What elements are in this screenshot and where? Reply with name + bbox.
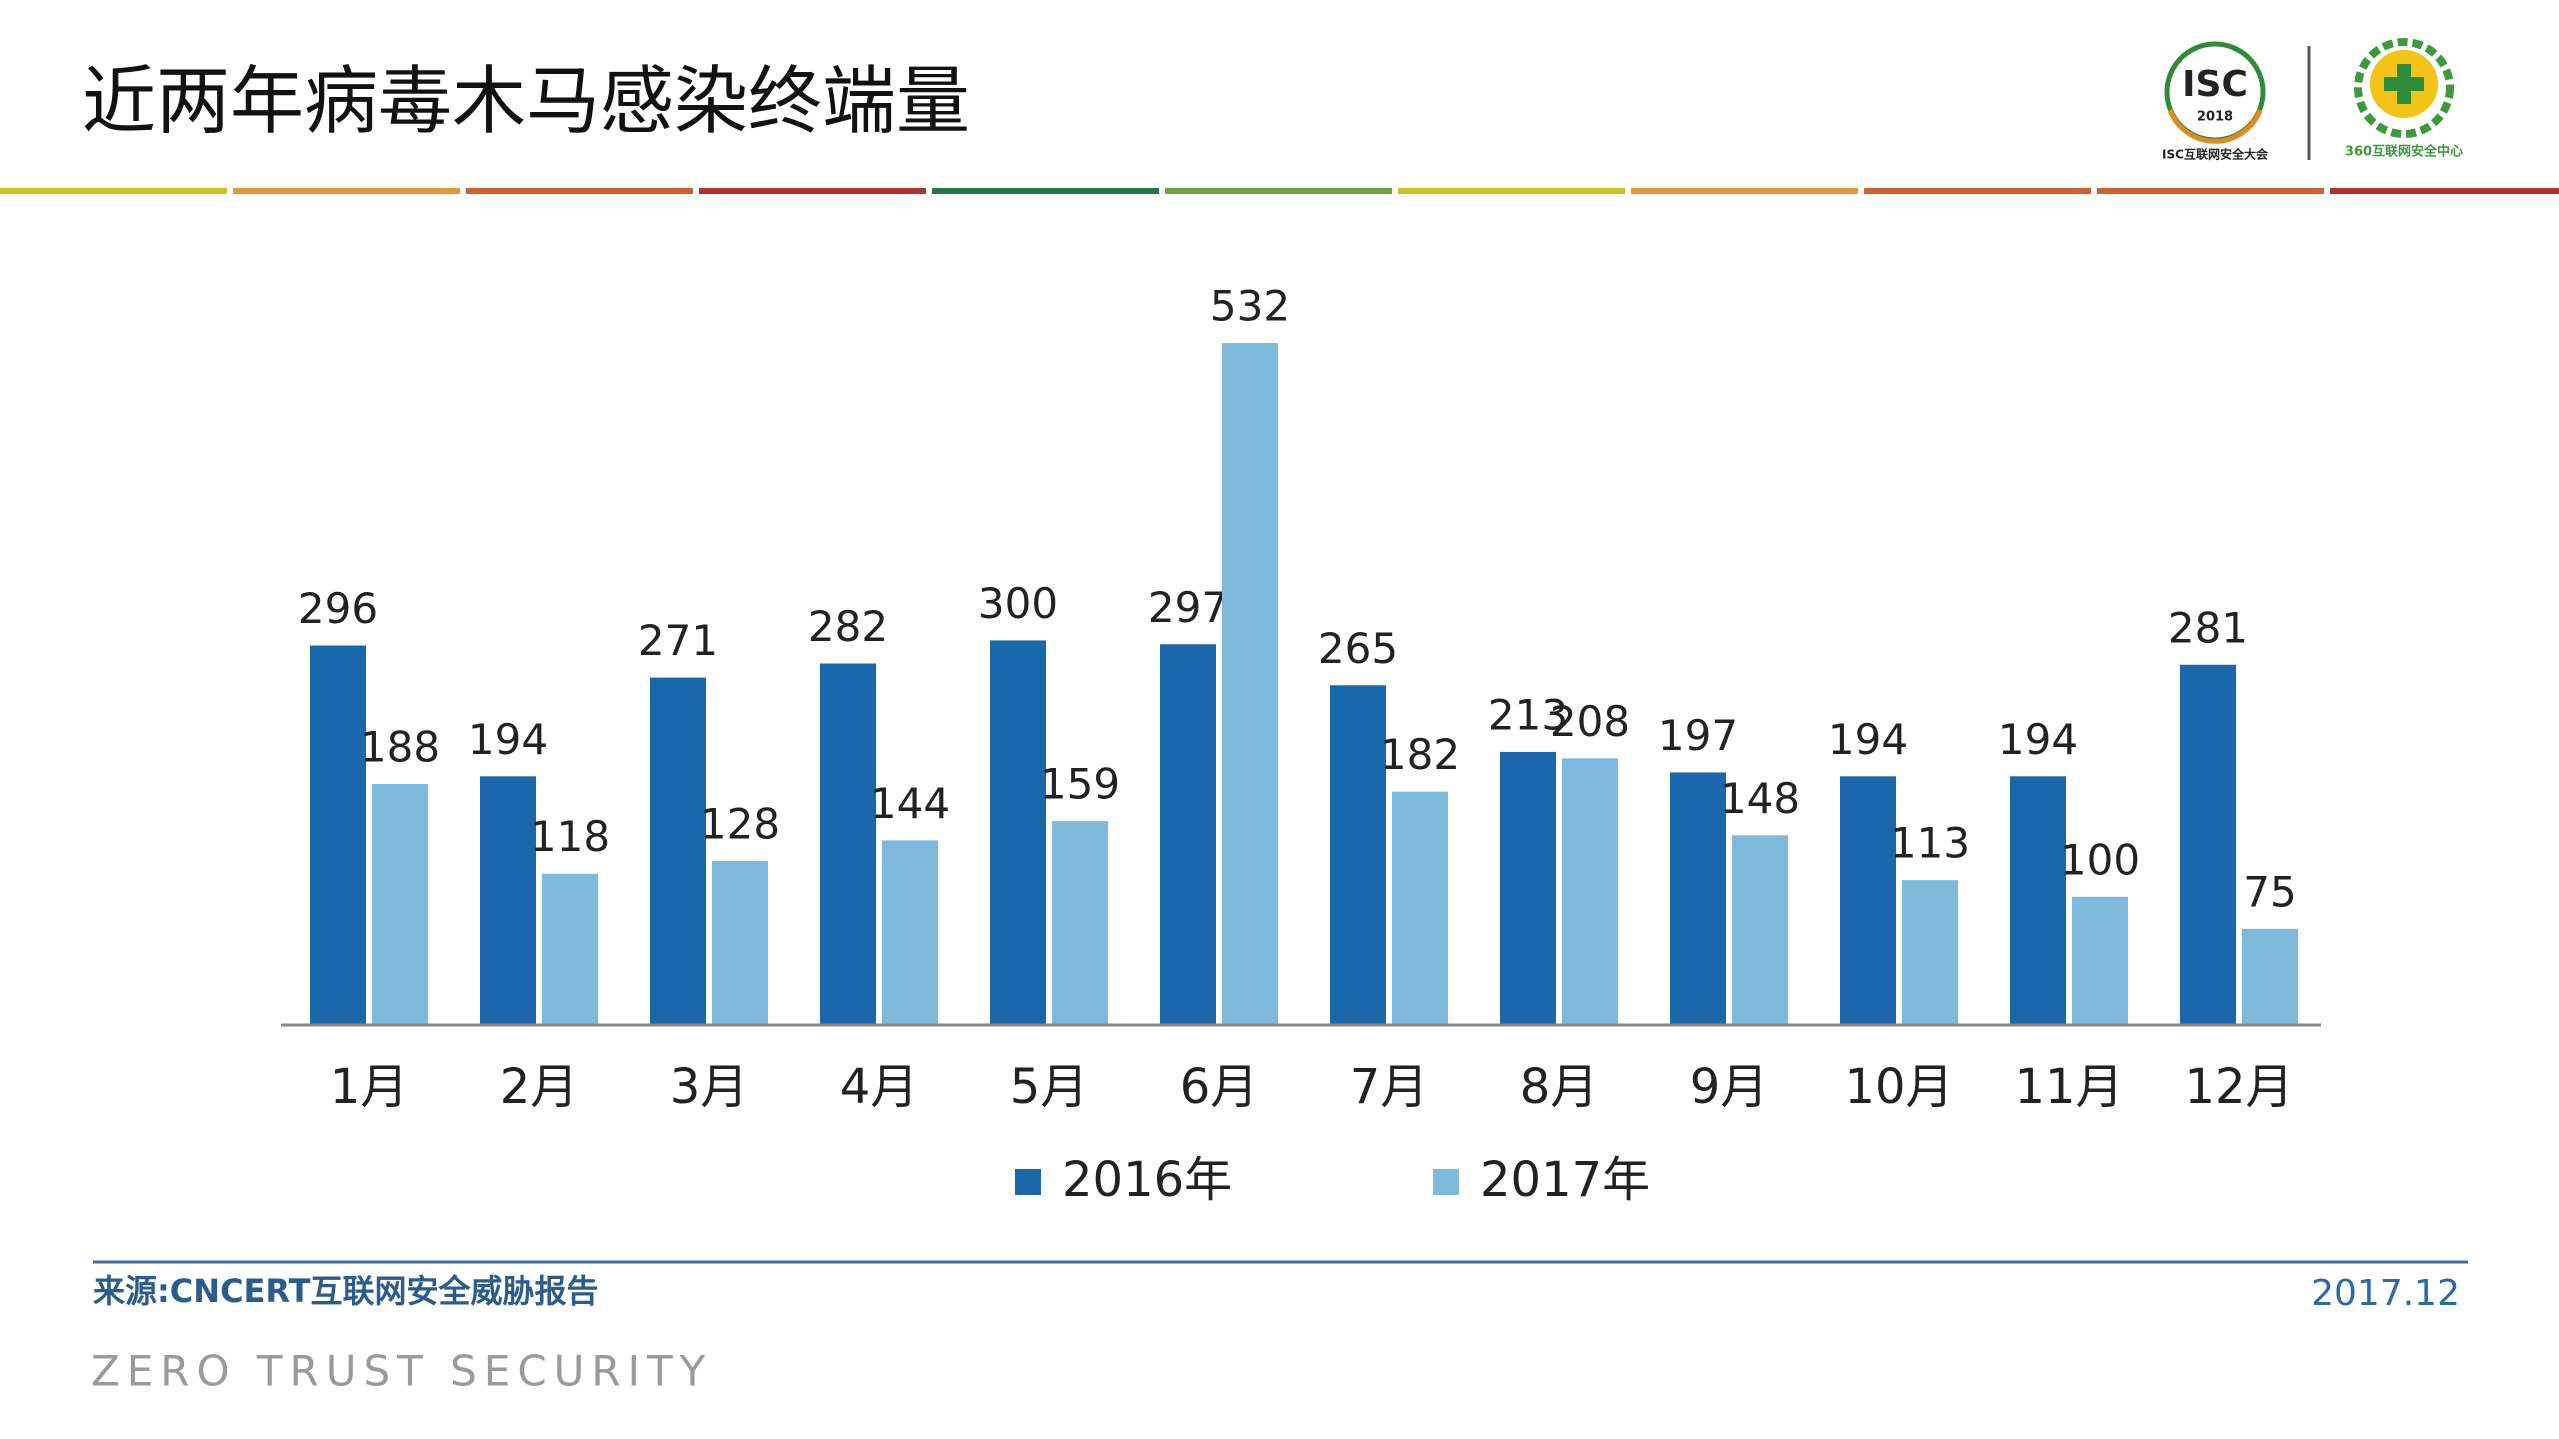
logo-arc <box>2167 109 2263 144</box>
bar <box>372 783 428 1025</box>
bar <box>1670 772 1726 1025</box>
value-label: 296 <box>298 584 378 633</box>
isc-logo: ISC 2018 ISC互联网安全大会 <box>2162 41 2269 162</box>
value-label: 271 <box>638 616 718 665</box>
x-tick-label: 4月 <box>840 1059 919 1115</box>
logo-caption: 360互联网安全中心 <box>2345 144 2463 160</box>
x-tick-label: 10月 <box>1844 1059 1953 1115</box>
logo-year: 2018 <box>2197 110 2233 125</box>
x-tick-label: 12月 <box>2184 1059 2293 1115</box>
bar <box>712 860 768 1025</box>
bar <box>1840 776 1896 1025</box>
bar <box>1392 791 1448 1025</box>
logo-plus <box>2384 77 2424 91</box>
bar <box>1160 644 1216 1025</box>
value-label: 532 <box>1210 282 1290 331</box>
slide-title: 近两年病毒木马感染终端量 <box>82 59 970 145</box>
bar <box>2072 896 2128 1025</box>
legend-label: 2016年 <box>1062 1152 1232 1208</box>
bar <box>1052 821 1108 1025</box>
value-label: 188 <box>360 722 440 771</box>
value-label: 100 <box>2060 835 2140 884</box>
x-tick-label: 1月 <box>330 1059 409 1115</box>
bar <box>2242 928 2298 1025</box>
bar <box>2010 776 2066 1025</box>
legend-swatch <box>1015 1169 1041 1195</box>
bar <box>1500 751 1556 1025</box>
x-tick-label: 11月 <box>2014 1059 2123 1115</box>
value-label: 148 <box>1720 774 1800 823</box>
bar <box>1330 685 1386 1025</box>
value-label: 297 <box>1148 583 1228 632</box>
bar <box>2180 664 2236 1025</box>
value-label: 281 <box>2168 603 2248 652</box>
x-tick-label: 9月 <box>1690 1059 1769 1115</box>
logo-caption: ISC互联网安全大会 <box>2162 147 2269 162</box>
logo-text: ISC <box>2182 64 2248 105</box>
value-label: 113 <box>1890 819 1970 868</box>
bar <box>1902 880 1958 1025</box>
legend-label: 2017年 <box>1480 1152 1650 1208</box>
value-label: 194 <box>1998 715 2078 764</box>
date: 2017.12 <box>2311 1273 2460 1314</box>
value-label: 213 <box>1488 690 1568 739</box>
tagline: ZERO TRUST SECURITY <box>91 1347 712 1396</box>
x-tick-label: 2月 <box>500 1059 579 1115</box>
bar <box>820 663 876 1025</box>
x-tick-label: 7月 <box>1350 1059 1429 1115</box>
bar <box>542 873 598 1025</box>
value-label: 159 <box>1040 760 1120 809</box>
value-label: 182 <box>1380 730 1460 779</box>
bar <box>310 645 366 1025</box>
legend-swatch <box>1433 1169 1459 1195</box>
value-label: 75 <box>2243 867 2296 916</box>
logo-360: 360互联网安全中心 <box>2345 38 2463 160</box>
value-label: 194 <box>468 715 548 764</box>
value-label: 282 <box>808 602 888 651</box>
bar <box>990 640 1046 1025</box>
x-tick-label: 5月 <box>1010 1059 1089 1115</box>
bar <box>650 677 706 1025</box>
value-label: 118 <box>530 812 610 861</box>
value-label: 208 <box>1550 697 1630 746</box>
x-tick-label: 6月 <box>1180 1059 1259 1115</box>
laurel <box>2354 38 2454 138</box>
source: 来源:CNCERT互联网安全威胁报告 <box>93 1272 598 1310</box>
value-label: 265 <box>1318 624 1398 673</box>
bar <box>480 776 536 1025</box>
value-label: 194 <box>1828 715 1908 764</box>
bar <box>882 840 938 1025</box>
x-tick-label: 8月 <box>1520 1059 1599 1115</box>
bar <box>1732 835 1788 1025</box>
value-label: 144 <box>870 779 950 828</box>
value-label: 197 <box>1658 711 1738 760</box>
x-tick-label: 3月 <box>670 1059 749 1115</box>
value-label: 128 <box>700 799 780 848</box>
bar <box>1562 758 1618 1025</box>
bar <box>1222 343 1278 1025</box>
value-label: 300 <box>978 579 1058 628</box>
